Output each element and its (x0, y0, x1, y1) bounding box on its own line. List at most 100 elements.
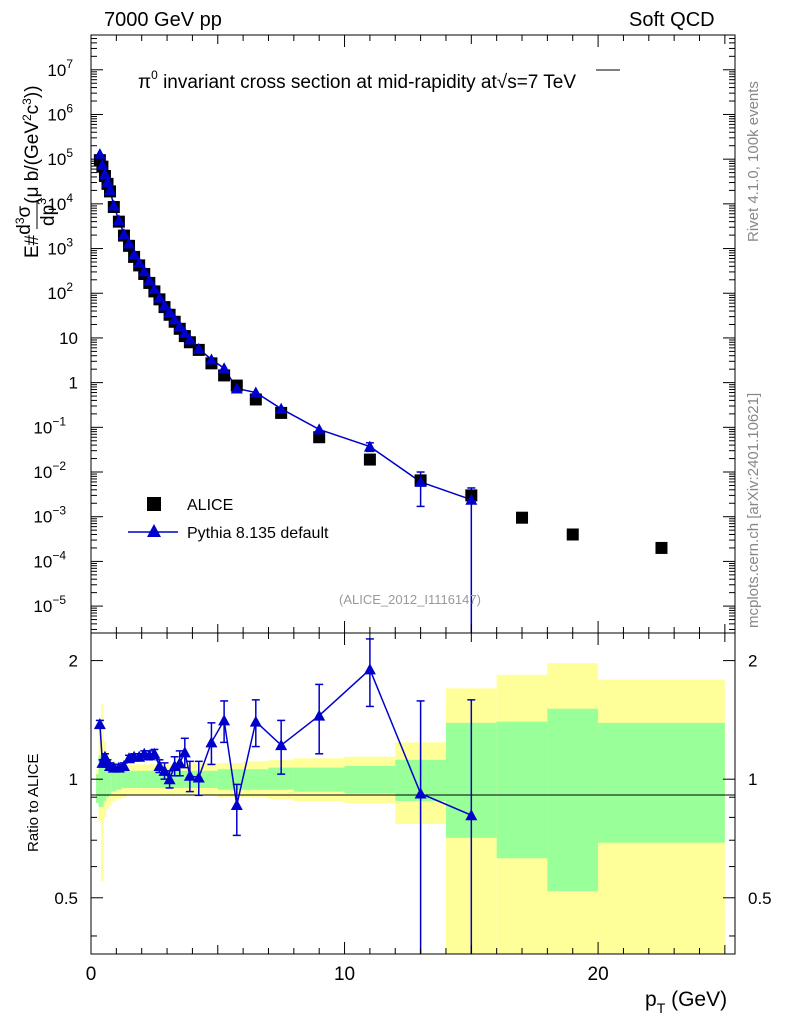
main-y-tick-label: 106 (47, 101, 73, 124)
stat-band (293, 767, 345, 792)
ratio-point (205, 736, 218, 748)
main-y-tick-label: 102 (47, 280, 73, 303)
ratio-point (249, 715, 262, 727)
stat-band (496, 721, 548, 859)
ratio-point (414, 787, 427, 799)
ratio-point (363, 663, 376, 675)
x-tick-label: 10 (334, 964, 355, 985)
pythia-point (143, 274, 156, 286)
alice-point (655, 541, 668, 554)
main-panel: 10710610510410310210110−110−210−310−410−… (13, 34, 736, 634)
stat-band (547, 708, 599, 892)
stat-band (121, 770, 127, 788)
stat-band (598, 722, 725, 843)
svg-text:dp3: dp3 (35, 198, 59, 226)
main-y-tick-label: 1 (69, 374, 78, 393)
pythia-point (168, 313, 181, 325)
ratio-point (133, 750, 146, 762)
x-tick-label: 0 (86, 964, 97, 985)
pythia-point (183, 333, 196, 345)
ratio-point (163, 773, 176, 785)
legend-alice-label: ALICE (187, 497, 233, 514)
pythia-point (465, 493, 478, 505)
svg-text:E#d3σ(μ b/(GeV2c3)): E#d3σ(μ b/(GeV2c3)) (13, 85, 43, 258)
stat-band (111, 767, 117, 792)
analysis-label: (ALICE_2012_I1116147) (339, 592, 481, 607)
pythia-point (163, 306, 176, 318)
pythia-point (414, 475, 427, 487)
pythia-point (98, 167, 111, 179)
x-axis-label: pT (GeV) (645, 988, 727, 1016)
legend-pythia-label: Pythia 8.135 default (187, 525, 329, 542)
ratio-point (168, 760, 181, 772)
ratio-point (230, 798, 243, 810)
ratio-axes: 0.5 0.51 12 20 10 20 (54, 633, 772, 985)
stat-band (106, 762, 109, 798)
stat-band (101, 755, 104, 808)
main-y-tick-label: 10−4 (33, 548, 66, 571)
pythia-point (173, 319, 186, 331)
pythia-point (148, 282, 161, 294)
pythia-point (138, 265, 151, 277)
main-y-tick-label: 10−1 (33, 414, 66, 437)
pythia-point (123, 237, 136, 249)
main-y-tick-label: 10−2 (33, 459, 66, 482)
pythia-point (218, 362, 231, 374)
x-tick-label: 20 (588, 964, 609, 985)
pythia-point (107, 199, 120, 211)
ratio-point (313, 709, 326, 721)
ratio-point (192, 771, 205, 783)
main-data-layer (93, 148, 668, 633)
pythia-point (178, 326, 191, 338)
pythia-point (112, 214, 125, 226)
main-y-axis-label: E#d3σ(μ b/(GeV2c3)) dp3 (13, 85, 59, 258)
pythia-point (275, 402, 288, 414)
stat-band (344, 766, 396, 794)
ratio-y-tick-label: 1 (69, 770, 78, 789)
ratio-panel: 0.5 0.51 12 20 10 20 Ratio to ALICE pT (GeV) (25, 632, 772, 1016)
main-y-tick-label: 10 (59, 329, 78, 348)
main-y-tick-label: 105 (47, 146, 73, 169)
ratio-point (178, 746, 191, 758)
pythia-point (363, 440, 376, 452)
pythia-point (230, 382, 243, 394)
ratio-y-tick-label-right: 1 (748, 770, 757, 789)
stat-band (126, 770, 142, 788)
pythia-point (104, 183, 117, 195)
pythia-line (99, 153, 472, 501)
ratio-point (117, 760, 130, 772)
stat-band (243, 769, 269, 790)
main-y-tick-label: 103 (47, 236, 73, 259)
ratio-y-tick-label: 0.5 (54, 889, 78, 908)
pythia-point (101, 175, 114, 187)
main-title: π0 invariant cross section at mid-rapidi… (138, 68, 576, 93)
ratio-y-tick-label-right: 0.5 (748, 889, 772, 908)
ratio-point (153, 760, 166, 772)
ratio-point (93, 718, 106, 730)
ratio-point (148, 747, 161, 759)
legend: ALICE Pythia 8.135 default (128, 497, 329, 542)
ratio-point (465, 809, 478, 821)
pythia-point (192, 342, 205, 354)
alice-point (516, 511, 529, 524)
header-right: Soft QCD (629, 9, 715, 31)
pythia-point (153, 291, 166, 303)
ratio-point (183, 769, 196, 781)
ratio-y-axis-label: Ratio to ALICE (25, 754, 42, 852)
ratio-point (158, 764, 171, 776)
stat-band (98, 755, 102, 808)
stat-band (108, 766, 112, 796)
pythia-point (96, 158, 109, 170)
alice-point (363, 453, 376, 466)
ratio-point (218, 714, 231, 726)
pythia-point (133, 256, 146, 268)
pythia-point (249, 386, 262, 398)
main-y-tick-label: 10−5 (33, 593, 66, 616)
stat-band (268, 767, 294, 790)
ratio-frame (90, 632, 736, 955)
ratio-point (275, 739, 288, 751)
main-y-tick-label: 107 (47, 57, 73, 80)
pythia-point (205, 353, 218, 365)
ratio-y-tick-label-right: 2 (748, 652, 757, 671)
